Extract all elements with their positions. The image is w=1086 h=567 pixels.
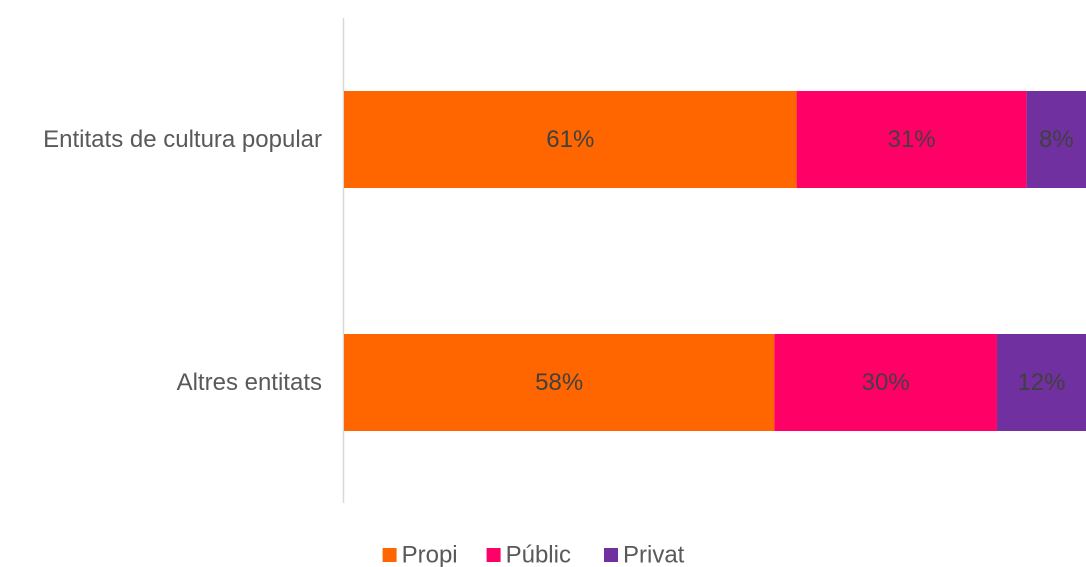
legend-swatch-propi bbox=[382, 548, 397, 562]
bar-propi-altres-entitats bbox=[344, 334, 775, 431]
data-label-public-entitats-de-cultura-popular: 31% bbox=[888, 126, 936, 153]
legend-label-propi: Propi bbox=[402, 542, 458, 567]
data-label-propi-entitats-de-cultura-popular: 61% bbox=[546, 126, 594, 153]
bars-group: 61% 31% 8% 58% 30% 12% bbox=[344, 91, 1086, 431]
data-label-public-altres-entitats: 30% bbox=[862, 369, 910, 396]
legend: Propi Públic Privat bbox=[382, 542, 685, 567]
data-label-propi-altres-entitats: 58% bbox=[535, 369, 583, 396]
data-label-privat-altres-entitats: 12% bbox=[1017, 369, 1065, 396]
bar-propi-entitats-de-cultura-popular bbox=[344, 91, 797, 188]
bar-privat-entitats-de-cultura-popular bbox=[1026, 91, 1086, 188]
bar-public-altres-entitats bbox=[774, 334, 997, 431]
data-label-privat-entitats-de-cultura-popular: 8% bbox=[1039, 126, 1074, 153]
bar-public-entitats-de-cultura-popular bbox=[796, 91, 1027, 188]
bar-privat-altres-entitats bbox=[996, 334, 1086, 431]
legend-label-privat: Privat bbox=[623, 542, 685, 567]
category-label-entitats-de-cultura-popular: Entitats de cultura popular bbox=[43, 126, 322, 153]
legend-swatch-privat bbox=[604, 548, 618, 562]
category-label-altres-entitats: Altres entitats bbox=[177, 369, 322, 396]
category-labels: Entitats de cultura popular Altres entita… bbox=[43, 126, 322, 396]
legend-swatch-public bbox=[486, 548, 501, 562]
legend-label-public: Públic bbox=[506, 542, 571, 567]
